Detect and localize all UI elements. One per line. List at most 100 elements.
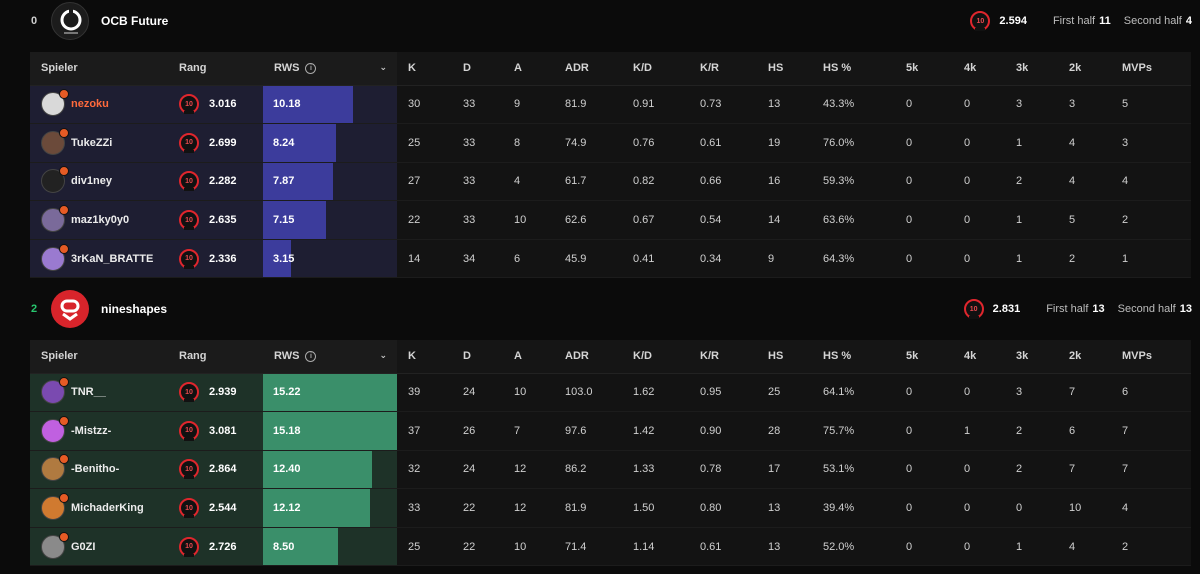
player-row[interactable]: TukeZZi 10 2.699 8.24 25 33 8 74.9 0.76 0.61 19 76.… (30, 123, 1191, 163)
player-avatar[interactable] (41, 243, 69, 271)
team-name[interactable]: OCB Future (101, 14, 169, 28)
col-header-5k[interactable]: 5k (895, 340, 953, 374)
chevron-down-icon[interactable]: ⌄ (379, 62, 387, 73)
player-cell[interactable]: div1ney (30, 162, 168, 202)
stat-kd: 0.41 (622, 239, 689, 279)
col-header-spieler[interactable]: Spieler (30, 52, 168, 86)
faceit-level-icon: 10 (179, 420, 199, 441)
stat-kr: 0.95 (689, 373, 757, 413)
stat-k3: 2 (1005, 162, 1058, 202)
col-header-rws[interactable]: RWS i ⌄ (263, 340, 397, 374)
player-name[interactable]: maz1ky0y0 (71, 214, 130, 227)
player-avatar[interactable] (41, 454, 69, 482)
player-row[interactable]: TNR__ 10 2.939 15.22 39 24 10 103.0 1.62 0.95 25 64… (30, 373, 1191, 413)
col-header-hs[interactable]: HS (757, 52, 812, 86)
chevron-down-icon[interactable]: ⌄ (379, 350, 387, 361)
stat-k5: 0 (895, 85, 953, 125)
col-header-spieler[interactable]: Spieler (30, 340, 168, 374)
player-name[interactable]: TNR__ (71, 386, 106, 399)
stat-k5: 0 (895, 162, 953, 202)
player-cell[interactable]: 3rKaN_BRATTE (30, 239, 168, 279)
rws-header-label: RWS (274, 350, 300, 363)
col-header-a[interactable]: A (503, 52, 554, 86)
col-header-hs[interactable]: HS (757, 340, 812, 374)
col-header-3k[interactable]: 3k (1005, 340, 1058, 374)
player-name[interactable]: G0ZI (71, 540, 96, 553)
col-header-4k[interactable]: 4k (953, 340, 1005, 374)
col-header-kr[interactable]: K/R (689, 52, 757, 86)
col-header-kd[interactable]: K/D (622, 52, 689, 86)
player-row[interactable]: G0ZI 10 2.726 8.50 25 22 10 71.4 1.14 0.61 13 52.0%… (30, 527, 1191, 567)
player-cell[interactable]: G0ZI (30, 527, 168, 567)
col-header-2k[interactable]: 2k (1058, 340, 1111, 374)
player-cell[interactable]: -Benitho- (30, 450, 168, 490)
stat-k2: 7 (1058, 373, 1111, 413)
player-row[interactable]: -Mistzz- 10 3.081 15.18 37 26 7 97.6 1.42 0.90 28 7… (30, 411, 1191, 451)
player-avatar[interactable] (41, 377, 69, 405)
player-name[interactable]: -Benitho- (71, 463, 120, 476)
player-avatar[interactable] (41, 531, 69, 559)
info-icon[interactable]: i (305, 62, 317, 74)
player-row[interactable]: maz1ky0y0 10 2.635 7.15 22 33 10 62.6 0.67 0.54 14… (30, 200, 1191, 240)
col-header-rang[interactable]: Rang (168, 340, 263, 374)
col-header-a[interactable]: A (503, 340, 554, 374)
rws-value: 3.15 (273, 252, 295, 265)
col-header-3k[interactable]: 3k (1005, 52, 1058, 86)
player-avatar[interactable] (41, 415, 69, 443)
player-cell[interactable]: TukeZZi (30, 123, 168, 163)
player-name[interactable]: MichaderKing (71, 502, 144, 515)
stat-hsp: 76.0% (812, 123, 895, 163)
player-row[interactable]: 3rKaN_BRATTE 10 2.336 3.15 14 34 6 45.9 0.41 0.34… (30, 239, 1191, 279)
col-header-rws[interactable]: RWS i ⌄ (263, 52, 397, 86)
player-cell[interactable]: MichaderKing (30, 488, 168, 528)
col-header-d[interactable]: D (452, 340, 503, 374)
col-header-mvps[interactable]: MVPs (1111, 52, 1191, 86)
col-header-4k[interactable]: 4k (953, 52, 1005, 86)
col-header-d[interactable]: D (452, 52, 503, 86)
player-avatar[interactable] (41, 493, 69, 521)
player-name[interactable]: -Mistzz- (71, 424, 112, 437)
rws-bar (263, 527, 338, 566)
player-name[interactable]: div1ney (71, 175, 112, 188)
stat-kr: 0.61 (689, 527, 757, 567)
player-avatar[interactable] (41, 127, 69, 155)
player-avatar[interactable] (41, 89, 69, 117)
col-header-5k[interactable]: 5k (895, 52, 953, 86)
player-name[interactable]: TukeZZi (71, 136, 113, 149)
player-cell[interactable]: nezoku (30, 85, 168, 125)
col-header-adr[interactable]: ADR (554, 52, 622, 86)
col-header-adr[interactable]: ADR (554, 340, 622, 374)
stat-hsp: 59.3% (812, 162, 895, 202)
player-row[interactable]: -Benitho- 10 2.864 12.40 32 24 12 86.2 1.33 0.78 1… (30, 450, 1191, 490)
col-header-rang[interactable]: Rang (168, 52, 263, 86)
player-avatar[interactable] (41, 166, 69, 194)
player-row[interactable]: div1ney 10 2.282 7.87 27 33 4 61.7 0.82 0.66 16 59.… (30, 162, 1191, 202)
info-icon[interactable]: i (305, 350, 317, 362)
col-header-hsp[interactable]: HS % (812, 340, 895, 374)
player-row[interactable]: nezoku 10 3.016 10.18 30 33 9 81.9 0.91 0.73 13 43.… (30, 85, 1191, 125)
player-name[interactable]: 3rKaN_BRATTE (71, 252, 154, 265)
col-header-kd[interactable]: K/D (622, 340, 689, 374)
stat-hsp: 52.0% (812, 527, 895, 567)
team-header: 2 nineshapes 10 2.831 First half 13 Seco… (0, 288, 1200, 332)
player-name[interactable]: nezoku (71, 98, 109, 111)
team-logo[interactable] (51, 2, 89, 40)
col-header-2k[interactable]: 2k (1058, 52, 1111, 86)
role-badge-icon (59, 243, 69, 254)
col-header-k[interactable]: K (397, 340, 452, 374)
stat-kr: 0.90 (689, 411, 757, 451)
col-header-k[interactable]: K (397, 52, 452, 86)
player-avatar[interactable] (41, 205, 69, 233)
team-logo[interactable] (51, 290, 89, 328)
col-header-mvps[interactable]: MVPs (1111, 340, 1191, 374)
col-header-hsp[interactable]: HS % (812, 52, 895, 86)
player-cell[interactable]: maz1ky0y0 (30, 200, 168, 240)
col-header-kr[interactable]: K/R (689, 340, 757, 374)
rws-cell: 10.18 (263, 85, 397, 125)
stat-a: 9 (503, 85, 554, 125)
player-row[interactable]: MichaderKing 10 2.544 12.12 33 22 12 81.9 1.50 0.… (30, 488, 1191, 528)
team-section-b: 2 nineshapes 10 2.831 First half 13 Seco… (0, 288, 1200, 567)
team-name[interactable]: nineshapes (101, 302, 168, 316)
player-cell[interactable]: TNR__ (30, 373, 168, 413)
player-cell[interactable]: -Mistzz- (30, 411, 168, 451)
